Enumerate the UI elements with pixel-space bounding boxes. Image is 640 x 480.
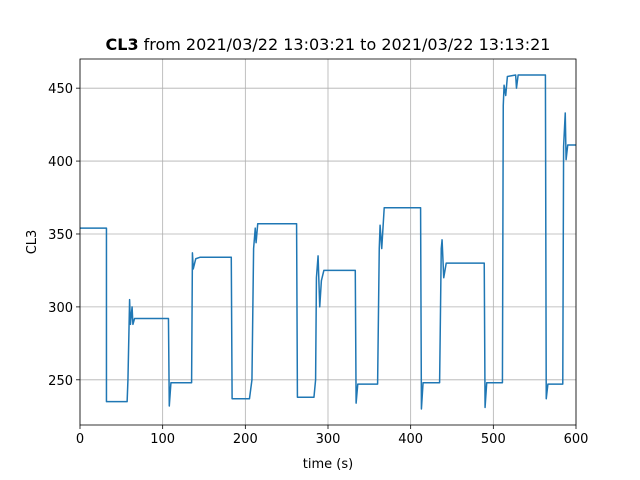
y-axis-label: CL3 <box>25 230 40 255</box>
y-tick-label: 300 <box>48 301 73 316</box>
x-tick-label: 300 <box>316 432 341 447</box>
title-rest: from 2021/03/22 13:03:21 to 2021/03/22 1… <box>144 35 551 54</box>
x-axis-label: time (s) <box>303 457 353 472</box>
x-tick-label: 0 <box>76 432 84 447</box>
x-tick-label: 400 <box>398 432 423 447</box>
x-tick-label: 100 <box>150 432 175 447</box>
y-tick-label: 250 <box>48 374 73 389</box>
x-tick-label: 200 <box>233 432 258 447</box>
plot-frame <box>79 58 577 426</box>
x-tick-label: 600 <box>564 432 589 447</box>
title-bold: CL3 <box>106 35 139 54</box>
y-tick-label: 450 <box>48 82 73 97</box>
data-line <box>80 74 576 410</box>
y-tick-label: 400 <box>48 155 73 170</box>
x-tick-label: 500 <box>481 432 506 447</box>
y-tick-label: 350 <box>48 228 73 243</box>
chart-title: CL3 from 2021/03/22 13:03:21 to 2021/03/2… <box>106 35 551 54</box>
